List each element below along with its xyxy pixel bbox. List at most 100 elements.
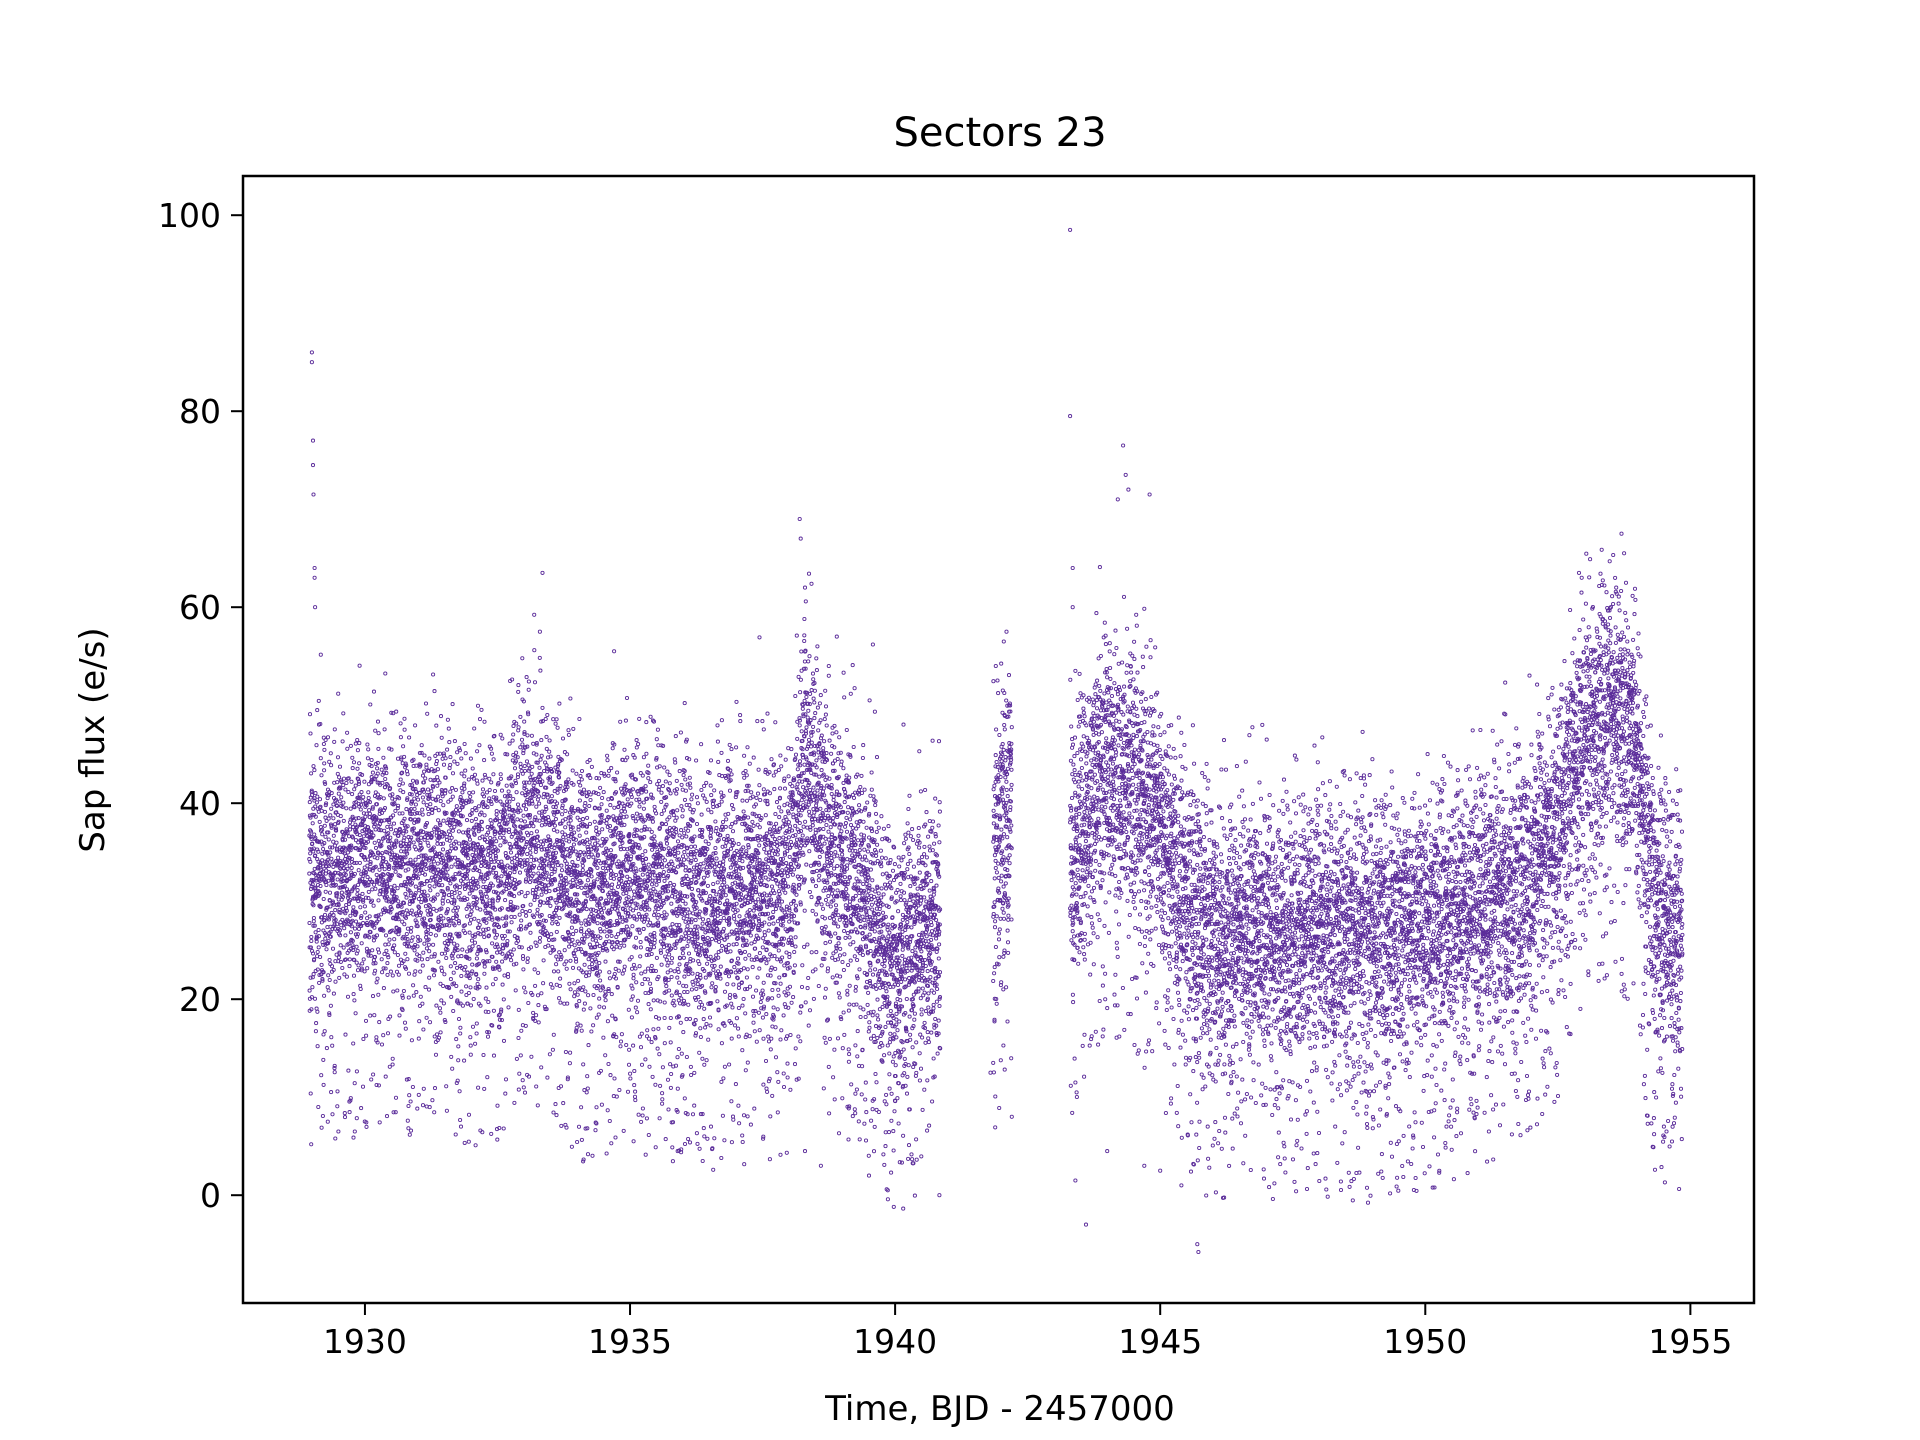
data-point [333, 797, 339, 802]
data-point [341, 783, 346, 788]
data-point [350, 755, 355, 760]
data-point [349, 845, 354, 850]
data-point [352, 871, 357, 876]
data-point [356, 840, 361, 845]
data-point [318, 883, 323, 889]
data-point [354, 1069, 359, 1074]
data-point [345, 730, 350, 735]
data-point [309, 1142, 314, 1147]
data-point [350, 918, 355, 923]
data-point [330, 946, 336, 951]
data-point [346, 789, 351, 795]
data-point [333, 979, 338, 984]
data-point [343, 837, 348, 842]
data-point [335, 771, 340, 776]
data-point [315, 967, 320, 972]
data-point [318, 756, 323, 761]
data-point [353, 919, 359, 924]
data-point [352, 998, 357, 1003]
data-point [346, 901, 351, 907]
data-point [317, 797, 323, 802]
data-point [324, 818, 329, 823]
data-point [308, 815, 313, 820]
data-point [337, 951, 342, 956]
data-point [336, 791, 341, 796]
data-point [334, 840, 339, 845]
data-point [348, 1098, 353, 1103]
data-point [326, 830, 331, 835]
data-point [356, 777, 361, 782]
data-point [347, 892, 352, 897]
data-point [333, 826, 338, 831]
data-point [313, 835, 318, 840]
data-point [353, 1011, 358, 1016]
data-point [334, 828, 339, 833]
data-point [325, 735, 331, 740]
data-point [308, 847, 313, 852]
data-point [326, 853, 331, 858]
data-point [348, 1096, 353, 1101]
data-point [321, 846, 326, 852]
data-point [344, 859, 349, 865]
data-point [324, 801, 329, 806]
data-point [324, 1046, 329, 1051]
data-point [317, 891, 322, 896]
data-point [307, 712, 313, 717]
data-point [321, 970, 326, 975]
data-point [343, 957, 348, 962]
data-point [350, 766, 355, 771]
data-point [310, 985, 315, 990]
data-point [336, 691, 341, 696]
data-point [332, 922, 337, 927]
data-point [354, 960, 359, 965]
data-point [352, 787, 357, 792]
data-point [349, 870, 354, 875]
data-point [308, 975, 313, 980]
data-point [352, 957, 357, 963]
data-point [322, 761, 327, 766]
data-point [343, 1032, 348, 1037]
data-point [346, 776, 351, 781]
data-point [331, 967, 336, 972]
data-point [327, 890, 333, 895]
data-point [312, 768, 317, 773]
data-point [323, 834, 328, 839]
data-point [334, 848, 340, 853]
data-point [316, 934, 321, 939]
data-point [347, 1110, 352, 1115]
data-point [309, 793, 315, 798]
data-point [345, 994, 351, 999]
data-point [344, 806, 349, 811]
data-point [347, 863, 352, 868]
data-point [330, 880, 335, 885]
data-point [320, 832, 325, 837]
data-point [349, 779, 354, 784]
data-point [330, 845, 335, 850]
data-point [316, 927, 321, 933]
data-point [354, 816, 359, 821]
data-point [335, 891, 340, 896]
data-point [342, 876, 347, 881]
data-point [338, 959, 343, 964]
data-point [345, 830, 350, 835]
data-point [325, 857, 330, 863]
data-point [341, 800, 346, 805]
data-point [307, 945, 312, 950]
data-point [324, 947, 329, 952]
data-point [341, 818, 346, 823]
data-point [327, 1012, 332, 1018]
data-point [329, 964, 335, 969]
data-point [339, 779, 344, 784]
data-point [316, 866, 321, 871]
data-point [349, 924, 354, 929]
data-point [328, 904, 333, 909]
data-point [335, 1104, 340, 1109]
data-point [341, 945, 346, 950]
data-point [334, 893, 339, 898]
data-point [343, 872, 348, 877]
data-point [308, 1091, 313, 1096]
data-point [315, 794, 320, 799]
data-point [313, 804, 318, 809]
data-point [343, 933, 348, 938]
